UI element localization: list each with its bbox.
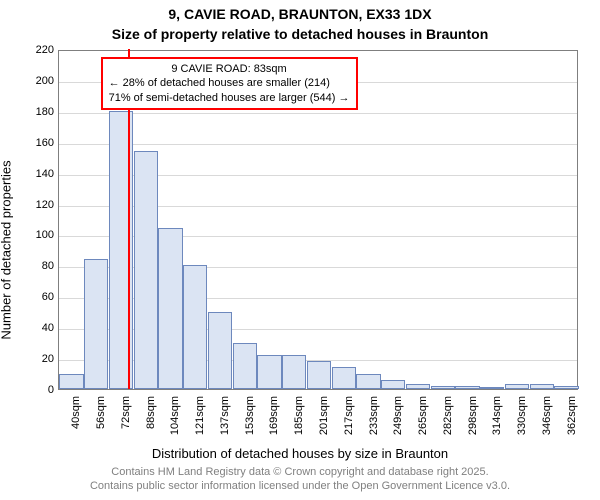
histogram-bar: [505, 384, 529, 389]
gridline: [59, 113, 577, 114]
chart-container: 9, CAVIE ROAD, BRAUNTON, EX33 1DX Size o…: [0, 0, 600, 500]
x-tick-label: 362sqm: [566, 396, 578, 446]
x-tick-label: 137sqm: [219, 396, 231, 446]
histogram-bar: [332, 367, 356, 389]
y-tick-label: 140: [24, 168, 54, 180]
x-tick-label: 233sqm: [368, 396, 380, 446]
x-tick-label: 330sqm: [516, 396, 528, 446]
chart-footer: Contains HM Land Registry data © Crown c…: [0, 466, 600, 494]
x-tick-label: 185sqm: [293, 396, 305, 446]
x-tick-label: 121sqm: [194, 396, 206, 446]
x-tick-label: 104sqm: [169, 396, 181, 446]
y-tick-label: 60: [24, 291, 54, 303]
histogram-bar: [158, 228, 182, 389]
histogram-bar: [257, 355, 281, 389]
y-tick-label: 0: [24, 384, 54, 396]
x-tick-label: 153sqm: [244, 396, 256, 446]
x-tick-label: 201sqm: [318, 396, 330, 446]
histogram-bar: [134, 151, 158, 389]
annotation-title: 9 CAVIE ROAD: 83sqm: [109, 62, 350, 76]
y-tick-label: 160: [24, 137, 54, 149]
x-tick-label: 40sqm: [70, 396, 82, 446]
x-tick-label: 88sqm: [145, 396, 157, 446]
x-tick-label: 56sqm: [95, 396, 107, 446]
y-tick-label: 40: [24, 322, 54, 334]
histogram-bar: [307, 361, 331, 389]
histogram-bar: [431, 386, 455, 389]
y-tick-label: 100: [24, 229, 54, 241]
y-tick-label: 200: [24, 75, 54, 87]
histogram-bar: [183, 265, 207, 389]
x-tick-label: 217sqm: [343, 396, 355, 446]
x-axis-label: Distribution of detached houses by size …: [0, 446, 600, 461]
histogram-bar: [84, 259, 108, 389]
x-tick-label: 265sqm: [417, 396, 429, 446]
chart-title-line2: Size of property relative to detached ho…: [0, 26, 600, 42]
annotation-box: 9 CAVIE ROAD: 83sqm← 28% of detached hou…: [101, 57, 358, 110]
x-tick-label: 282sqm: [442, 396, 454, 446]
histogram-bar: [356, 374, 380, 389]
x-tick-label: 346sqm: [541, 396, 553, 446]
histogram-bar: [455, 386, 479, 389]
chart-title-line1: 9, CAVIE ROAD, BRAUNTON, EX33 1DX: [0, 6, 600, 22]
y-tick-label: 80: [24, 260, 54, 272]
histogram-bar: [480, 387, 504, 389]
annotation-line1: ← 28% of detached houses are smaller (21…: [109, 76, 350, 90]
histogram-bar: [59, 374, 83, 389]
gridline: [59, 144, 577, 145]
y-tick-label: 220: [24, 44, 54, 56]
y-tick-label: 120: [24, 199, 54, 211]
footer-line2: Contains public sector information licen…: [0, 480, 600, 494]
y-tick-label: 20: [24, 353, 54, 365]
histogram-bar: [282, 355, 306, 389]
x-tick-label: 249sqm: [392, 396, 404, 446]
histogram-bar: [233, 343, 257, 389]
histogram-bar: [406, 384, 430, 389]
histogram-bar: [381, 380, 405, 389]
x-tick-label: 72sqm: [120, 396, 132, 446]
y-tick-label: 180: [24, 106, 54, 118]
footer-line1: Contains HM Land Registry data © Crown c…: [0, 466, 600, 480]
y-axis-label: Number of detached properties: [0, 160, 14, 339]
plot-area: 9 CAVIE ROAD: 83sqm← 28% of detached hou…: [58, 50, 578, 390]
histogram-bar: [554, 386, 578, 389]
annotation-line2: 71% of semi-detached houses are larger (…: [109, 91, 350, 105]
x-tick-label: 298sqm: [467, 396, 479, 446]
histogram-bar: [208, 312, 232, 389]
x-tick-label: 314sqm: [491, 396, 503, 446]
x-tick-label: 169sqm: [268, 396, 280, 446]
histogram-bar: [530, 384, 554, 389]
